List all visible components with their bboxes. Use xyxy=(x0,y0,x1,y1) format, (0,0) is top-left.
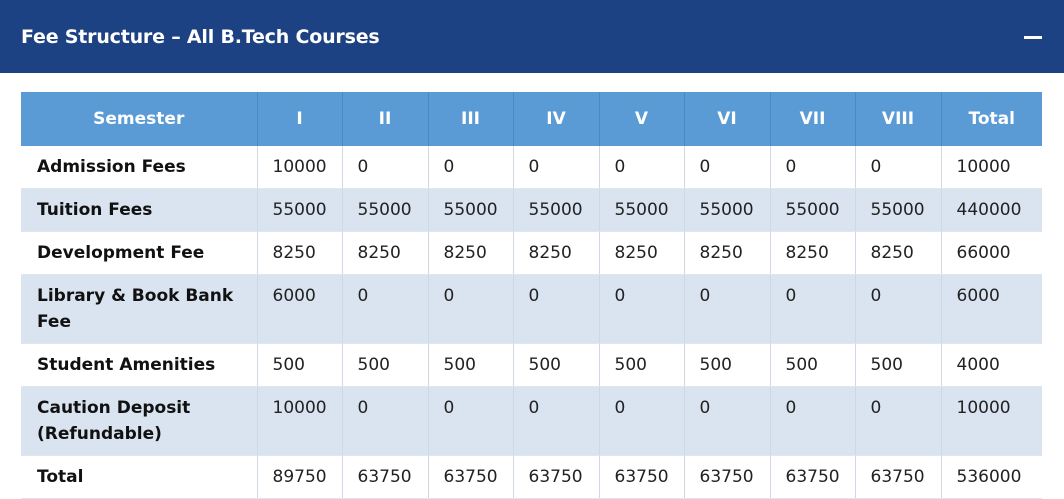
table-cell: 89750 xyxy=(257,455,343,499)
row-label: Library & Book Bank Fee xyxy=(21,274,258,344)
table-cell: 500 xyxy=(257,343,343,387)
fee-table: Semester I II III IV V VI VII VIII Total Admissio… xyxy=(21,92,1042,499)
table-cell: 6000 xyxy=(941,274,1042,344)
table-cell: 55000 xyxy=(770,188,856,232)
table-cell: 500 xyxy=(855,343,942,387)
table-cell: 4000 xyxy=(941,343,1042,387)
table-cell: 0 xyxy=(513,386,600,456)
table-cell: 55000 xyxy=(684,188,771,232)
table-cell: 0 xyxy=(342,386,429,456)
row-label: Total xyxy=(21,455,258,499)
accordion-title: Fee Structure – All B.Tech Courses xyxy=(21,25,380,48)
table-cell: 55000 xyxy=(855,188,942,232)
table-cell: 55000 xyxy=(599,188,685,232)
table-cell: 8250 xyxy=(599,231,685,275)
table-cell: 536000 xyxy=(941,455,1042,499)
column-header-semester-2: II xyxy=(342,92,429,146)
table-cell: 500 xyxy=(770,343,856,387)
table-cell: 0 xyxy=(684,146,771,189)
table-cell: 0 xyxy=(599,146,685,189)
column-header-semester-3: III xyxy=(428,92,514,146)
table-cell: 0 xyxy=(513,274,600,344)
accordion-header[interactable]: Fee Structure – All B.Tech Courses xyxy=(0,0,1064,73)
table-cell: 8250 xyxy=(855,231,942,275)
table-cell: 63750 xyxy=(855,455,942,499)
table-cell: 63750 xyxy=(684,455,771,499)
table-cell: 500 xyxy=(684,343,771,387)
table-cell: 63750 xyxy=(513,455,600,499)
table-cell: 0 xyxy=(599,274,685,344)
minus-icon[interactable] xyxy=(1024,35,1042,39)
table-row: Development Fee 8250 8250 8250 8250 8250 8250 8… xyxy=(21,231,1042,275)
table-row: Caution Deposit (Refundable) 10000 0 0 0 0 0 0 0… xyxy=(21,386,1042,456)
table-cell: 500 xyxy=(513,343,600,387)
table-cell: 63750 xyxy=(342,455,429,499)
table-cell: 8250 xyxy=(342,231,429,275)
table-cell: 10000 xyxy=(257,386,343,456)
table-cell: 66000 xyxy=(941,231,1042,275)
table-cell: 8250 xyxy=(428,231,514,275)
row-label: Student Amenities xyxy=(21,343,258,387)
table-cell: 10000 xyxy=(941,146,1042,189)
table-cell: 10000 xyxy=(941,386,1042,456)
table-cell: 55000 xyxy=(342,188,429,232)
table-cell: 0 xyxy=(855,386,942,456)
table-cell: 8250 xyxy=(684,231,771,275)
table-row: Admission Fees 10000 0 0 0 0 0 0 0 10000 xyxy=(21,146,1042,189)
table-cell: 0 xyxy=(684,386,771,456)
table-cell: 0 xyxy=(684,274,771,344)
table-cell: 0 xyxy=(342,146,429,189)
column-header-total: Total xyxy=(941,92,1042,146)
table-row: Total 89750 63750 63750 63750 63750 63750 63750… xyxy=(21,455,1042,499)
table-cell: 63750 xyxy=(599,455,685,499)
table-cell: 55000 xyxy=(428,188,514,232)
table-cell: 8250 xyxy=(257,231,343,275)
table-cell: 0 xyxy=(513,146,600,189)
column-header-semester-4: IV xyxy=(513,92,600,146)
table-cell: 0 xyxy=(855,274,942,344)
table-row: Library & Book Bank Fee 6000 0 0 0 0 0 0 0 6000 xyxy=(21,274,1042,344)
column-header-semester-7: VII xyxy=(770,92,856,146)
table-cell: 63750 xyxy=(428,455,514,499)
table-cell: 63750 xyxy=(770,455,856,499)
column-header-semester-1: I xyxy=(257,92,343,146)
table-row: Student Amenities 500 500 500 500 500 500 500 50… xyxy=(21,343,1042,387)
table-cell: 440000 xyxy=(941,188,1042,232)
column-header-semester-6: VI xyxy=(684,92,771,146)
table-cell: 8250 xyxy=(513,231,600,275)
table-header-row: Semester I II III IV V VI VII VIII Total xyxy=(21,92,1042,146)
table-cell: 0 xyxy=(599,386,685,456)
row-label: Caution Deposit (Refundable) xyxy=(21,386,258,456)
table-cell: 0 xyxy=(770,386,856,456)
table-cell: 500 xyxy=(342,343,429,387)
table-cell: 0 xyxy=(428,146,514,189)
table-cell: 55000 xyxy=(513,188,600,232)
table-cell: 10000 xyxy=(257,146,343,189)
column-header-semester: Semester xyxy=(21,92,258,146)
column-header-semester-5: V xyxy=(599,92,685,146)
column-header-semester-8: VIII xyxy=(855,92,942,146)
row-label: Admission Fees xyxy=(21,146,258,189)
table-cell: 0 xyxy=(855,146,942,189)
table-cell: 500 xyxy=(599,343,685,387)
table-body: Admission Fees 10000 0 0 0 0 0 0 0 10000 Tuition F… xyxy=(21,146,1042,499)
table-cell: 55000 xyxy=(257,188,343,232)
table-cell: 6000 xyxy=(257,274,343,344)
fee-table-container: Semester I II III IV V VI VII VIII Total Admissio… xyxy=(21,92,1042,499)
table-cell: 8250 xyxy=(770,231,856,275)
table-cell: 0 xyxy=(428,386,514,456)
table-row: Tuition Fees 55000 55000 55000 55000 55000 550… xyxy=(21,188,1042,232)
table-cell: 0 xyxy=(342,274,429,344)
row-label: Development Fee xyxy=(21,231,258,275)
row-label: Tuition Fees xyxy=(21,188,258,232)
table-cell: 500 xyxy=(428,343,514,387)
table-cell: 0 xyxy=(770,274,856,344)
table-cell: 0 xyxy=(770,146,856,189)
table-cell: 0 xyxy=(428,274,514,344)
